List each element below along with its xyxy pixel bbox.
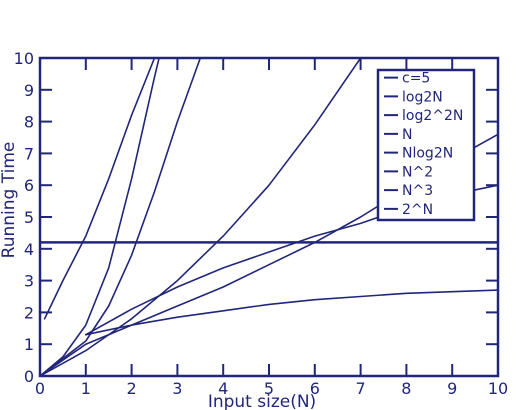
x-axis-label: Input size(N) (208, 392, 316, 410)
legend-entry: N^2 (402, 164, 433, 180)
y-tick-label: 4 (24, 240, 34, 259)
y-tick-label: 3 (24, 272, 34, 291)
legend: c=5 log2N log2^2N N Nlog2N N^2 N^3 2^N (376, 68, 476, 222)
y-axis-ticks: 0 1 2 3 4 5 6 7 8 9 10 (14, 49, 498, 386)
legend-entry: 2^N (402, 202, 433, 218)
y-tick-label: 2 (24, 303, 34, 322)
x-tick-label: 5 (264, 379, 274, 398)
legend-entry: c=5 (402, 71, 430, 87)
legend-entry: N (402, 127, 412, 143)
x-tick-label: 10 (488, 379, 508, 398)
x-tick-label: 7 (356, 379, 366, 398)
x-axis-ticks: 0 1 2 3 4 5 6 7 8 9 10 (35, 58, 508, 398)
legend-box (376, 68, 476, 222)
series-line-5 (40, 58, 202, 376)
x-tick-label: 6 (310, 379, 320, 398)
x-tick-label: 0 (35, 379, 45, 398)
y-axis-label: Running Time (0, 142, 19, 259)
series-line-1 (85, 289, 498, 336)
x-tick-label: 2 (127, 379, 137, 398)
y-tick-label: 7 (24, 144, 34, 163)
y-tick-label: 0 (24, 367, 34, 386)
series-line-4 (40, 58, 362, 376)
series-line-7 (43, 58, 156, 320)
legend-entry: log2^2N (402, 108, 463, 124)
y-tick-label: 9 (24, 81, 34, 100)
x-tick-label: 4 (218, 379, 228, 398)
x-tick-label: 3 (172, 379, 182, 398)
y-tick-label: 6 (24, 176, 34, 195)
x-tick-label: 8 (401, 379, 411, 398)
x-tick-label: 9 (447, 379, 457, 398)
legend-entry: log2N (402, 89, 443, 105)
legend-entry: Nlog2N (402, 146, 453, 162)
x-tick-label: 1 (81, 379, 91, 398)
y-tick-label: 10 (14, 49, 34, 68)
y-tick-label: 5 (24, 208, 34, 227)
y-tick-label: 1 (24, 335, 34, 354)
legend-entry: N^3 (402, 183, 433, 199)
y-tick-label: 8 (24, 113, 34, 132)
series-line-6 (40, 58, 160, 376)
